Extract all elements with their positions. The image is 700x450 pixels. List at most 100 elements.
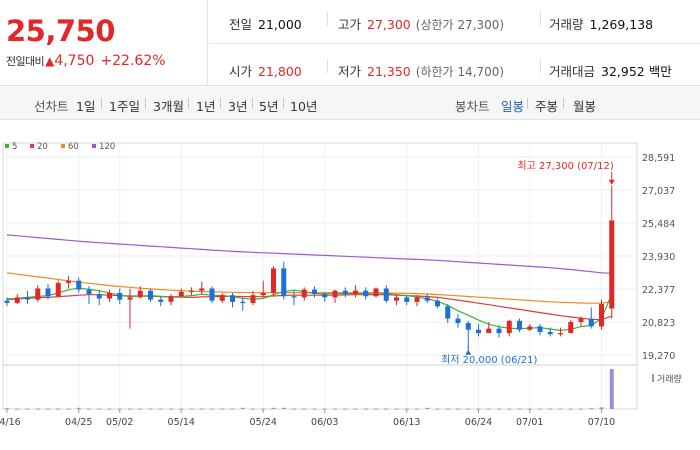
period-monthly[interactable]: 월봉: [573, 99, 597, 114]
candle: [55, 280, 61, 298]
candlesticks: [4, 185, 615, 349]
volume-bar: [15, 408, 20, 410]
candle-body: [137, 290, 143, 298]
volume-bar: [97, 408, 102, 410]
candle-body: [424, 297, 430, 301]
candle: [209, 286, 215, 303]
period-3month[interactable]: 3개월: [153, 99, 184, 114]
legend-label: 60: [68, 142, 79, 152]
candle-body: [445, 306, 451, 319]
candle-body: [342, 290, 348, 295]
candle-body: [107, 292, 112, 299]
candle-body: [55, 282, 61, 297]
volume-bar: [76, 407, 81, 409]
volume-value: 1,269,138: [589, 17, 654, 32]
legend-swatch: [30, 144, 34, 148]
divider: [540, 12, 541, 26]
x-tick-label: 05/24: [250, 417, 277, 428]
legend-swatch: [5, 144, 9, 148]
high-annotation: 최고 27,300 (07/12): [517, 160, 613, 172]
candle-body: [230, 295, 235, 302]
volume-bar: [302, 408, 307, 410]
candle-body: [383, 288, 389, 301]
period-weekly[interactable]: 주봉: [535, 99, 559, 114]
volume-bar: [220, 408, 225, 410]
volume-bar: [415, 408, 419, 410]
divider: [327, 12, 328, 26]
high-value: 27,300: [367, 17, 411, 32]
candle: [537, 324, 543, 336]
y-tick-label: 23,930: [642, 252, 675, 263]
volume-bar: [138, 408, 143, 410]
prev-close-value: 21,000: [258, 17, 302, 32]
trade-amount: 거래대금 32,952 백만: [549, 61, 672, 80]
candle: [527, 324, 533, 331]
volume-bar: [56, 408, 61, 410]
candle-body: [301, 289, 307, 298]
volume-bar: [548, 408, 553, 410]
candle-body: [435, 300, 440, 307]
candle-body: [199, 288, 205, 291]
divider: [101, 98, 102, 109]
candle: [517, 318, 522, 332]
candle: [219, 292, 225, 303]
period-5year[interactable]: 5년: [259, 99, 279, 114]
low-value: 21,350: [367, 64, 411, 79]
high-arrow-icon: [608, 179, 615, 185]
candle: [271, 266, 276, 297]
candle-body: [486, 328, 492, 334]
candle: [363, 287, 369, 300]
candle-body: [96, 294, 102, 299]
candle: [137, 286, 143, 299]
divider: [188, 98, 189, 109]
candle-body: [86, 289, 92, 295]
candle: [240, 297, 246, 311]
volume-bar: [353, 408, 358, 410]
volume-legend-label: 거래량: [657, 373, 682, 385]
volume-bar: [374, 408, 378, 410]
period-1week[interactable]: 1주일: [109, 99, 140, 114]
lower-limit: (하한가 14,700): [415, 65, 505, 79]
period-3year[interactable]: 3년: [228, 99, 248, 114]
high-label: 고가: [338, 17, 362, 32]
volume-bar: [497, 408, 501, 410]
volume-bar: [199, 408, 204, 410]
period-10year[interactable]: 10년: [290, 99, 318, 114]
volume-bar: [35, 408, 40, 410]
period-daily[interactable]: 일봉: [501, 99, 525, 114]
amount-label: 거래대금: [549, 64, 596, 79]
period-1day[interactable]: 1일: [76, 99, 96, 114]
y-tick-label: 19,270: [642, 351, 675, 362]
volume-bar: [425, 407, 430, 409]
change-percent: +22.62%: [100, 53, 166, 69]
period-1year[interactable]: 1년: [196, 99, 216, 114]
legend-label: 5: [12, 142, 17, 152]
candle: [199, 281, 205, 295]
x-tick-label: 04/25: [65, 417, 92, 428]
candle: [301, 287, 307, 301]
quote-panel: 25,750 전일대비▲4,750 +22.62% 전일 21,000 고가 27,3…: [0, 0, 700, 86]
x-axis: 04/16 04/25 05/02 05/14 05/24 06/03 06/13 06/24…: [0, 409, 615, 428]
y-tick-label: 28,591: [642, 153, 675, 164]
candle-body: [219, 295, 225, 301]
candle: [250, 290, 256, 306]
candle-body: [117, 292, 123, 300]
candle: [107, 289, 112, 302]
x-tick-label: 05/02: [106, 417, 133, 428]
divider: [563, 98, 564, 109]
candle-body: [476, 329, 481, 334]
candle: [148, 288, 153, 302]
candle: [465, 320, 471, 349]
candle: [45, 283, 51, 300]
candle-body: [127, 297, 133, 300]
candle-body: [353, 290, 358, 295]
candle-body: [35, 288, 41, 300]
candle: [76, 277, 82, 293]
candle-body: [373, 288, 379, 297]
candle-body: [465, 323, 471, 330]
candle: [230, 292, 235, 308]
candle: [414, 295, 420, 307]
candle-body: [45, 288, 51, 297]
low-label: 저가: [338, 64, 362, 79]
divider: [209, 43, 700, 44]
